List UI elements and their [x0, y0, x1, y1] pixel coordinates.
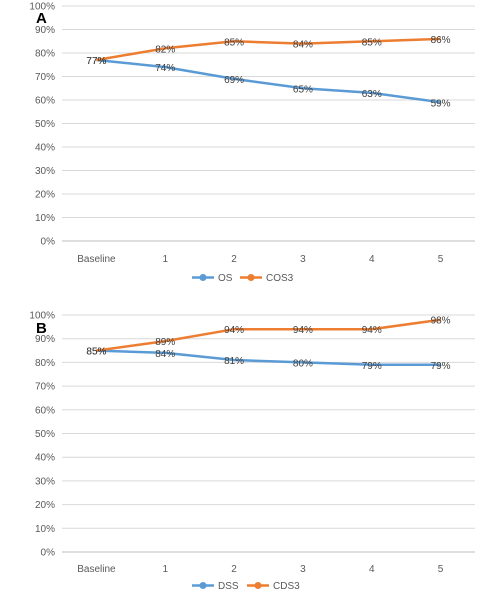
- y-tick-label: 40%: [35, 453, 55, 464]
- data-label: 86%: [431, 35, 451, 46]
- y-tick-label: 40%: [35, 143, 55, 154]
- x-tick-label: 2: [231, 564, 237, 575]
- data-label: 79%: [431, 361, 451, 372]
- y-tick-label: 0%: [41, 548, 56, 559]
- data-label: 69%: [224, 75, 244, 86]
- x-tick-label: 5: [438, 254, 444, 265]
- series-line-cds3: [96, 318, 441, 352]
- y-tick-label: 0%: [41, 237, 56, 248]
- y-tick-label: 100%: [29, 2, 55, 13]
- legend-entry-dss: DSS: [218, 581, 239, 592]
- legend-entry-cds3: CDS3: [273, 581, 300, 592]
- y-tick-label: 50%: [35, 429, 55, 440]
- x-tick-label: 3: [300, 254, 306, 265]
- panel-label: A: [36, 10, 47, 27]
- y-tick-label: 60%: [35, 405, 55, 416]
- legend-swatch-marker: [247, 274, 255, 281]
- series-line-cos3: [96, 37, 441, 62]
- series-line-os: [96, 58, 441, 104]
- data-label: 80%: [293, 358, 313, 369]
- y-tick-label: 20%: [35, 500, 55, 511]
- data-label: 84%: [155, 349, 175, 360]
- x-tick-label: Baseline: [77, 254, 116, 265]
- legend-swatch-marker: [199, 274, 207, 281]
- data-label: 94%: [362, 325, 382, 336]
- series-line-dss: [96, 349, 441, 367]
- y-tick-label: 100%: [29, 311, 55, 322]
- y-tick-label: 70%: [35, 72, 55, 83]
- data-label: 85%: [224, 37, 244, 48]
- y-tick-label: 60%: [35, 96, 55, 107]
- data-label: 94%: [224, 325, 244, 336]
- data-label: 85%: [86, 347, 106, 358]
- y-tick-label: 30%: [35, 476, 55, 487]
- x-tick-label: 1: [162, 564, 168, 575]
- x-tick-label: 5: [438, 564, 444, 575]
- data-label: 65%: [293, 84, 313, 95]
- data-label: 98%: [431, 316, 451, 327]
- data-label: 59%: [431, 98, 451, 109]
- data-label: 82%: [155, 44, 175, 55]
- y-tick-label: 90%: [35, 25, 55, 36]
- chart-panel-1: 0% 10% 20% 30% 40% 50% 60% 70% 80% 90% 100% Baselin…: [29, 2, 475, 284]
- y-tick-label: 10%: [35, 213, 55, 224]
- data-label: 77%: [86, 56, 106, 67]
- data-label: 85%: [86, 347, 106, 358]
- data-label: 77%: [86, 56, 106, 67]
- x-tick-label: 4: [369, 254, 375, 265]
- y-tick-label: 20%: [35, 190, 55, 201]
- chart-panel-2: 0% 10% 20% 30% 40% 50% 60% 70% 80% 90% 100% Baselin…: [29, 311, 475, 592]
- data-label: 79%: [362, 361, 382, 372]
- y-tick-label: 10%: [35, 524, 55, 535]
- legend-swatch-marker: [254, 582, 262, 589]
- data-label: 84%: [293, 40, 313, 51]
- x-tick-label: 2: [231, 254, 237, 265]
- data-label: 74%: [155, 63, 175, 74]
- legend-entry-cos3: COS3: [266, 273, 294, 284]
- data-label: 81%: [224, 356, 244, 367]
- legend: OS COS3: [192, 273, 294, 284]
- y-tick-label: 80%: [35, 358, 55, 369]
- x-tick-label: 3: [300, 564, 306, 575]
- legend-entry-os: OS: [218, 273, 233, 284]
- y-tick-label: 70%: [35, 382, 55, 393]
- y-tick-label: 80%: [35, 49, 55, 60]
- y-tick-label: 50%: [35, 119, 55, 130]
- legend-swatch-marker: [199, 582, 207, 589]
- data-label: 85%: [362, 37, 382, 48]
- data-label: 89%: [155, 337, 175, 348]
- x-tick-label: 4: [369, 564, 375, 575]
- y-tick-label: 30%: [35, 166, 55, 177]
- panel-label: B: [36, 320, 47, 337]
- x-tick-label: Baseline: [77, 564, 116, 575]
- x-tick-label: 1: [162, 254, 168, 265]
- data-label: 63%: [362, 89, 382, 100]
- y-tick-label: 90%: [35, 334, 55, 345]
- legend: DSS CDS3: [192, 581, 300, 592]
- data-label: 94%: [293, 325, 313, 336]
